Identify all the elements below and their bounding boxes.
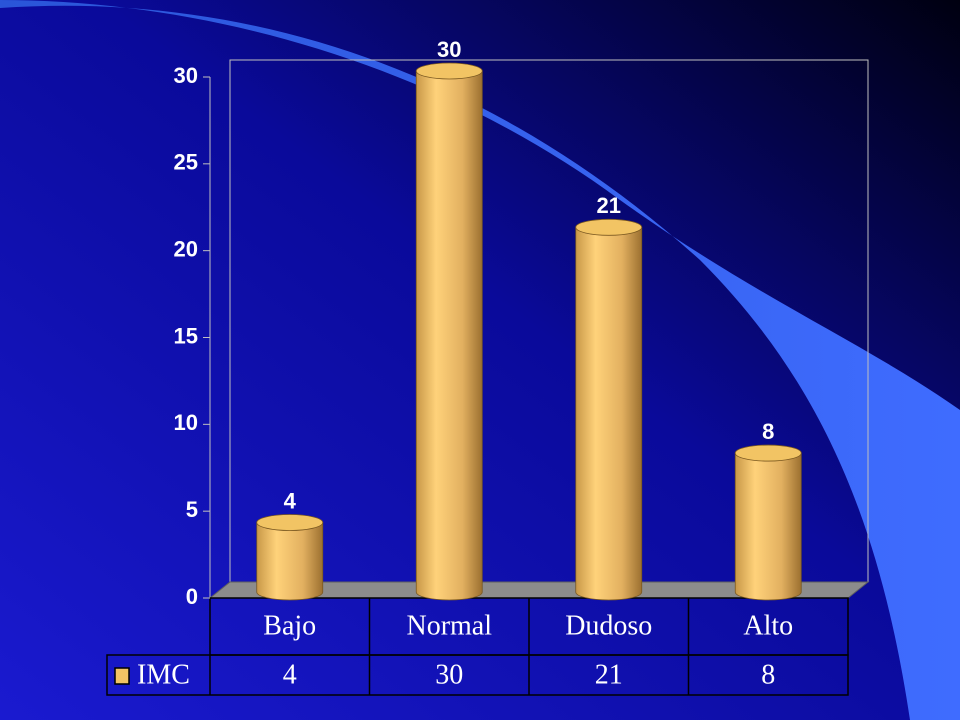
value-label: 8 (762, 419, 774, 444)
y-tick-label: 20 (174, 236, 198, 261)
bar-top (734, 444, 802, 462)
table-value: 4 (283, 659, 297, 690)
table-value: 8 (761, 659, 775, 690)
table-value: 30 (435, 659, 463, 690)
value-label: 30 (437, 37, 461, 62)
category-label: Dudoso (565, 610, 652, 641)
value-label: 4 (284, 488, 297, 513)
category-label: Bajo (263, 610, 316, 641)
bar-top (575, 218, 643, 236)
y-tick-label: 0 (186, 584, 198, 609)
y-tick-label: 10 (174, 410, 198, 435)
bar (575, 226, 643, 601)
y-tick-label: 5 (186, 497, 198, 522)
value-label: 21 (597, 193, 621, 218)
bar-top (415, 62, 483, 80)
y-tick-label: 25 (174, 150, 198, 175)
bar-top (256, 514, 324, 531)
y-tick-label: 15 (174, 323, 198, 348)
bar (734, 452, 802, 601)
bar (415, 70, 483, 601)
bar (256, 522, 324, 601)
legend-label: IMC (137, 659, 190, 690)
table-cell (106, 654, 849, 696)
category-label: Alto (743, 610, 793, 641)
y-tick-label: 30 (174, 63, 198, 88)
legend-swatch (114, 667, 130, 685)
table-value: 21 (595, 659, 623, 690)
category-label: Normal (406, 610, 492, 641)
